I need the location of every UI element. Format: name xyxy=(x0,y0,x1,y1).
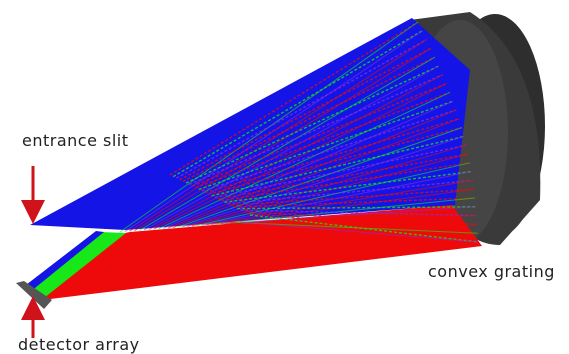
label: detector array xyxy=(18,335,140,354)
page: entrance slit convex grating detector ar… xyxy=(0,0,569,354)
label: convex grating xyxy=(428,262,555,281)
ray-trace-diagram: entrance slit convex grating detector ar… xyxy=(0,0,569,354)
label: entrance slit xyxy=(22,131,129,150)
